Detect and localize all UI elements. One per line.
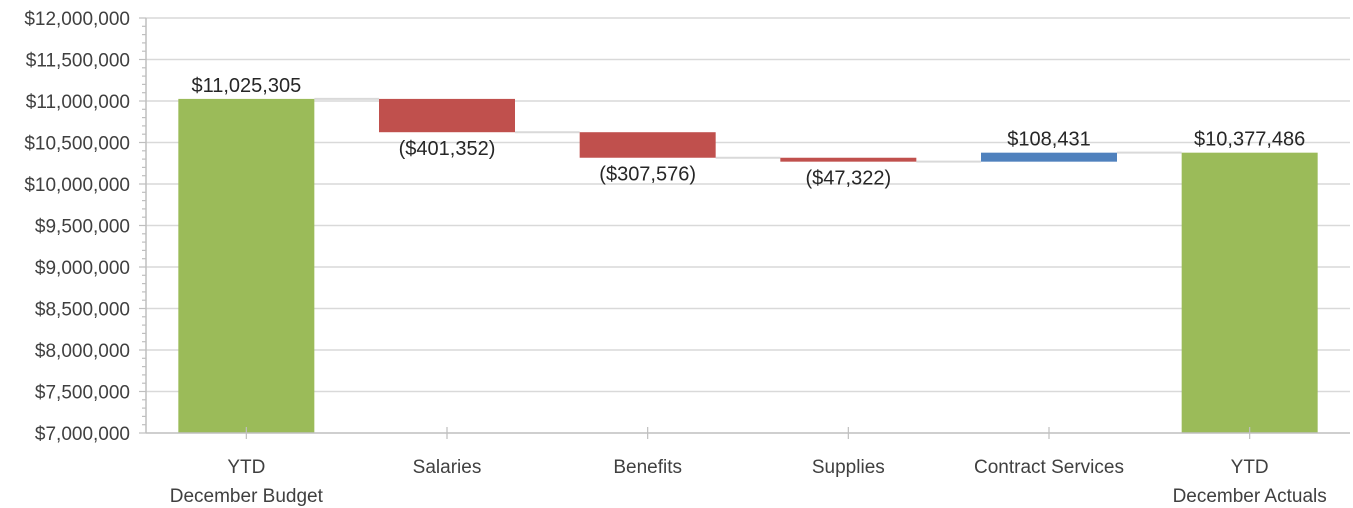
data-label: ($307,576)	[599, 164, 696, 186]
category-label: YTD	[1231, 457, 1269, 478]
bars	[178, 98, 1318, 434]
y-tick-label: $11,000,000	[26, 92, 130, 113]
data-label: ($401,352)	[399, 138, 496, 160]
data-labels: $11,025,305 ($401,352) ($307,576) ($47,322)…	[191, 75, 1305, 190]
data-label: $11,025,305	[191, 75, 301, 97]
data-label: $108,431	[1007, 129, 1090, 151]
gridlines	[146, 17, 1350, 393]
y-tick-label: $8,000,000	[35, 341, 130, 362]
y-tick-label: $12,000,000	[24, 9, 130, 30]
y-tick-label: $11,500,000	[26, 51, 130, 72]
decrease-bar	[579, 132, 716, 158]
total-bar	[178, 98, 315, 433]
decrease-bar	[780, 157, 917, 162]
category-label: Contract Services	[974, 457, 1124, 478]
data-label: ($47,322)	[806, 168, 892, 190]
connectors	[314, 97, 1182, 163]
increase-bar	[981, 152, 1117, 162]
category-label: YTD	[227, 457, 265, 478]
y-tick-label: $9,500,000	[35, 217, 130, 238]
category-label: December Actuals	[1173, 486, 1327, 507]
category-label: Supplies	[812, 457, 885, 478]
y-tick-label: $7,000,000	[35, 424, 130, 445]
decrease-bar	[379, 98, 515, 133]
category-label: December Budget	[170, 486, 324, 507]
category-label: Benefits	[613, 457, 682, 478]
y-tick-label: $7,500,000	[35, 383, 130, 404]
category-label: Salaries	[413, 457, 482, 478]
y-tick-label: $8,500,000	[35, 300, 130, 321]
x-axis: YTD December Budget Salaries Benefits Suppli…	[146, 427, 1350, 507]
y-tick-label: $10,000,000	[24, 175, 130, 196]
data-label: $10,377,486	[1194, 129, 1305, 151]
y-tick-label: $9,000,000	[35, 258, 130, 279]
y-tick-label: $10,500,000	[24, 134, 130, 155]
y-axis: $7,000,000 $7,500,000 $8,000,000 $8,500,000…	[24, 9, 147, 445]
total-bar	[1181, 152, 1318, 434]
